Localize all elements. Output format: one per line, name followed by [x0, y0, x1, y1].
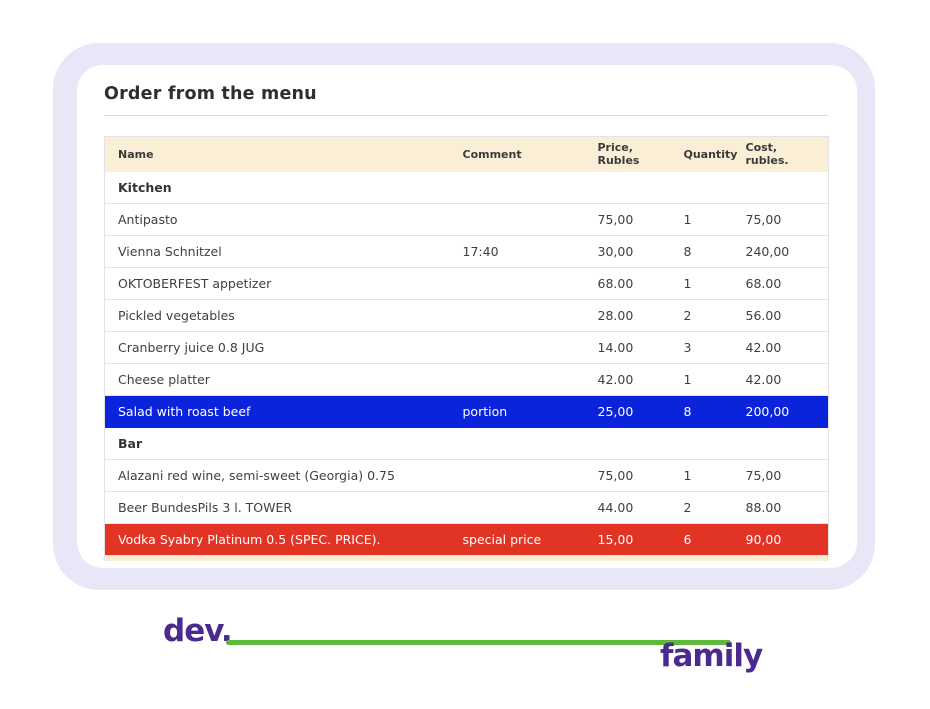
price-cell: 42.00 — [584, 363, 671, 396]
title-divider — [104, 115, 828, 116]
quantity-cell: 6 — [683, 532, 692, 547]
menu-item-row[interactable]: Vienna Schnitzel 17:40 30,00 8 240,00 — [104, 235, 829, 268]
comment-cell — [449, 459, 585, 492]
quantity-cell: 8 — [670, 235, 733, 268]
price-cell: 75,00 — [584, 459, 671, 492]
cost-cell: 68.00 — [732, 267, 829, 300]
cost-cell: 88.00 — [732, 491, 829, 524]
quantity-cell: 3 — [670, 331, 733, 364]
item-name-cell: Pickled vegetables — [104, 299, 450, 332]
menu-item-row[interactable]: Vodka Syabry Platinum 0.5 (SPEC. PRICE).… — [104, 523, 829, 556]
comment-cell — [449, 331, 585, 364]
table-body: Kitchen Antipasto 75,00 1 75,00 Vienna Schnit… — [104, 171, 829, 556]
dev-family-logo: dev. family — [163, 613, 773, 688]
menu-item-row[interactable]: Beer BundesPils 3 l. TOWER 44.00 2 88.00 — [104, 491, 829, 524]
backdrop-card: Order from the menu Name Comment Price, … — [53, 43, 875, 590]
header-price: Price, Rubles — [584, 136, 671, 172]
quantity-cell: 1 — [670, 459, 733, 492]
header-name: Name — [104, 136, 450, 172]
cost-cell: 42.00 — [732, 331, 829, 364]
section-row[interactable]: Bar — [104, 427, 829, 460]
comment-cell — [449, 363, 585, 396]
item-name-cell: Vodka Syabry Platinum 0.5 (SPEC. PRICE). — [118, 532, 381, 547]
comment-cell: 17:40 — [449, 235, 585, 268]
item-name-cell: Cheese platter — [104, 363, 450, 396]
cost-cell: 240,00 — [732, 235, 829, 268]
item-name-cell: Cranberry juice 0.8 JUG — [104, 331, 450, 364]
menu-item-row[interactable]: Cheese platter 42.00 1 42.00 — [104, 363, 829, 396]
page-title: Order from the menu — [104, 84, 317, 104]
quantity-cell: 1 — [670, 363, 733, 396]
section-name-cell: Kitchen — [104, 171, 829, 204]
table-footer-strip — [104, 556, 828, 561]
menu-item-row[interactable]: OKTOBERFEST appetizer 68.00 1 68.00 — [104, 267, 829, 300]
cost-cell: 75,00 — [732, 459, 829, 492]
cost-cell: 90,00 — [745, 532, 782, 547]
price-cell: 75,00 — [584, 203, 671, 236]
section-name-cell: Bar — [104, 427, 829, 460]
price-cell: 28.00 — [584, 299, 671, 332]
item-name-cell: Antipasto — [104, 203, 450, 236]
menu-item-row[interactable]: Salad with roast beef portion 25,00 8 200,00 — [104, 395, 829, 428]
comment-cell — [449, 267, 585, 300]
price-cell: 15,00 — [597, 532, 634, 547]
table-header-row: Name Comment Price, Rubles Quantity Cost… — [104, 136, 829, 172]
cost-cell: 56.00 — [732, 299, 829, 332]
menu-item-row[interactable]: Pickled vegetables 28.00 2 56.00 — [104, 299, 829, 332]
comment-cell — [449, 491, 585, 524]
price-cell: 30,00 — [584, 235, 671, 268]
logo-dev-text: dev. — [163, 613, 233, 649]
menu-item-row[interactable]: Cranberry juice 0.8 JUG 14.00 3 42.00 — [104, 331, 829, 364]
logo-family-text: family — [660, 638, 763, 674]
logo-line — [226, 640, 731, 645]
order-card: Order from the menu Name Comment Price, … — [77, 65, 857, 568]
comment-cell — [449, 299, 585, 332]
price-cell: 25,00 — [597, 404, 634, 420]
quantity-cell: 2 — [670, 299, 733, 332]
cost-cell: 75,00 — [732, 203, 829, 236]
item-name-cell: OKTOBERFEST appetizer — [104, 267, 450, 300]
item-name-cell: Salad with roast beef — [118, 404, 251, 420]
price-cell: 68.00 — [584, 267, 671, 300]
price-cell: 44.00 — [584, 491, 671, 524]
quantity-cell: 8 — [683, 404, 692, 420]
menu-item-row[interactable]: Alazani red wine, semi-sweet (Georgia) 0… — [104, 459, 829, 492]
cost-cell: 200,00 — [745, 404, 790, 420]
comment-cell: portion — [462, 404, 508, 420]
quantity-cell: 2 — [670, 491, 733, 524]
price-cell: 14.00 — [584, 331, 671, 364]
order-table: Name Comment Price, Rubles Quantity Cost… — [104, 136, 829, 556]
menu-item-row[interactable]: Antipasto 75,00 1 75,00 — [104, 203, 829, 236]
quantity-cell: 1 — [670, 203, 733, 236]
comment-cell — [449, 203, 585, 236]
cost-cell: 42.00 — [732, 363, 829, 396]
item-name-cell: Alazani red wine, semi-sweet (Georgia) 0… — [104, 459, 450, 492]
header-quantity: Quantity — [670, 136, 737, 172]
item-name-cell: Vienna Schnitzel — [104, 235, 450, 268]
section-row[interactable]: Kitchen — [104, 171, 829, 204]
header-comment: Comment — [449, 136, 585, 172]
item-name-cell: Beer BundesPils 3 l. TOWER — [104, 491, 450, 524]
quantity-cell: 1 — [670, 267, 733, 300]
comment-cell: special price — [462, 532, 542, 547]
header-cost: Cost, rubles. — [732, 136, 829, 172]
